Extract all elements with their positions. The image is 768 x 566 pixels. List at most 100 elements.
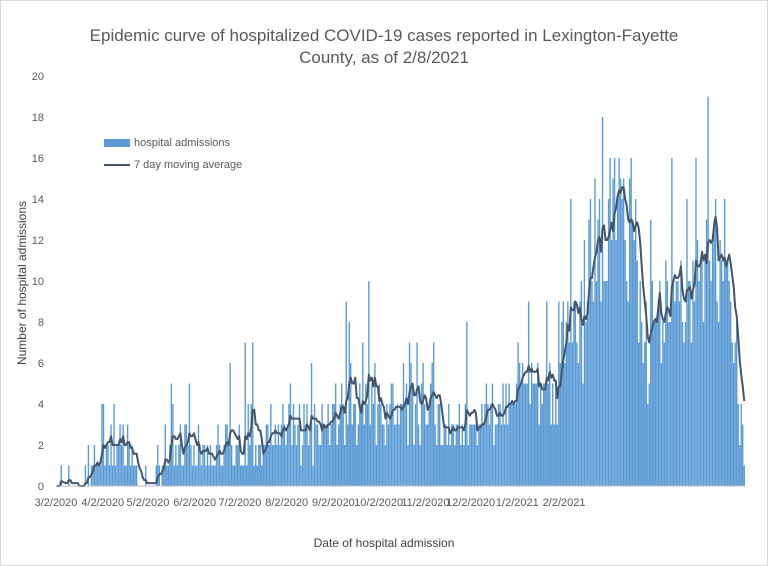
bar	[256, 465, 258, 486]
bar	[300, 465, 302, 486]
bar	[383, 424, 385, 486]
bar	[616, 199, 619, 486]
bar	[743, 465, 745, 486]
bar	[304, 424, 307, 486]
bar	[627, 301, 629, 486]
y-tick-label: 8	[38, 317, 44, 329]
bar	[523, 383, 525, 486]
bar	[426, 424, 429, 486]
bar	[529, 404, 531, 486]
bar	[674, 301, 676, 486]
bar	[105, 445, 108, 486]
bar	[202, 445, 204, 486]
bar	[678, 301, 681, 486]
bar	[401, 404, 403, 486]
bar	[170, 383, 173, 486]
bar	[601, 117, 604, 486]
bar	[423, 404, 426, 486]
bar	[99, 465, 102, 486]
bar	[434, 424, 436, 486]
bar	[273, 445, 275, 486]
bar	[597, 219, 599, 486]
legend-item-admissions: hospital admissions	[104, 132, 242, 154]
bar	[478, 424, 480, 486]
bar	[739, 445, 741, 486]
bar	[586, 301, 589, 486]
bar	[135, 465, 138, 486]
bar	[540, 383, 542, 486]
bar	[479, 424, 482, 486]
bar	[659, 281, 661, 486]
bar	[580, 281, 583, 486]
bar	[387, 424, 390, 486]
x-tick-label: 5/2/2020	[127, 497, 170, 509]
bar	[208, 465, 210, 486]
bar	[499, 404, 501, 486]
bar	[476, 445, 479, 486]
bar	[671, 158, 673, 486]
bar	[435, 445, 438, 486]
bar	[398, 424, 400, 486]
bar	[191, 465, 194, 486]
bar	[517, 342, 519, 486]
y-tick-label: 10	[32, 276, 44, 288]
bar	[279, 445, 281, 486]
bar	[179, 424, 182, 486]
bar	[402, 363, 405, 486]
x-tick-label: 2/2/2021	[543, 497, 586, 509]
bar	[318, 445, 320, 486]
bar	[96, 465, 99, 486]
bar	[451, 424, 453, 486]
bar	[185, 424, 188, 486]
bar	[190, 445, 192, 486]
bar	[543, 383, 545, 486]
bar	[660, 363, 663, 486]
bar	[200, 465, 203, 486]
bar	[116, 445, 118, 486]
bar	[178, 445, 180, 486]
bar	[196, 465, 198, 486]
bar	[604, 281, 607, 486]
bar	[422, 363, 424, 486]
bar	[399, 404, 402, 486]
bar	[417, 424, 420, 486]
bar	[576, 342, 578, 486]
bar	[267, 424, 269, 486]
bar	[277, 424, 280, 486]
bar	[705, 219, 708, 486]
bar	[533, 383, 536, 486]
bar	[359, 383, 361, 486]
bar	[120, 445, 123, 486]
bar	[546, 301, 548, 486]
bar	[206, 445, 209, 486]
bar	[128, 445, 130, 486]
bar	[322, 424, 325, 486]
bar	[728, 281, 730, 486]
bar	[695, 158, 697, 486]
bar	[232, 465, 234, 486]
x-axis-ticks: 3/2/2020 4/2/2020 5/2/2020 6/2/2020 7/2/2020…	[35, 497, 586, 509]
bar	[446, 445, 448, 486]
bar	[306, 404, 308, 486]
bar	[638, 342, 640, 486]
bar	[253, 465, 255, 486]
bar	[622, 178, 625, 486]
bar	[303, 404, 305, 486]
bar	[625, 281, 628, 486]
x-tick-label: 3/2/2020	[35, 497, 78, 509]
bar	[246, 465, 248, 486]
bar	[92, 465, 94, 486]
bar	[292, 404, 295, 486]
bar	[440, 445, 442, 486]
bar	[119, 424, 121, 486]
legend-swatch-line	[104, 164, 130, 166]
bar	[687, 281, 690, 486]
bar	[315, 424, 317, 486]
bar	[681, 322, 684, 486]
bar	[333, 404, 335, 486]
x-tick-label: 11/2/2020	[401, 497, 449, 509]
bar	[203, 445, 206, 486]
bar	[353, 404, 355, 486]
bar	[672, 281, 675, 486]
bar	[582, 383, 584, 486]
